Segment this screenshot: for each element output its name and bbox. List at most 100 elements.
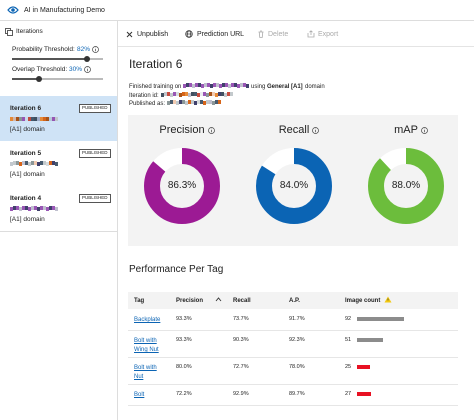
redacted-pixel [43,117,46,121]
redacted-pixel [215,93,218,97]
info-circle [92,46,99,53]
redacted-pixel [25,161,28,165]
slider-fill [12,58,87,60]
published-badge: PUBLISHED [79,194,111,203]
redacted-pixel [200,92,203,96]
detail-text: Published as: [129,101,166,107]
redacted-pixel [19,207,22,211]
precision-cell: 93.3% [176,337,192,343]
redacted-pixel [52,206,55,210]
slider-value: 82% [77,46,91,53]
published-badge: PUBLISHED [79,104,111,113]
image-count-bar [357,317,404,321]
row-separator [128,330,458,331]
redacted-pixel [185,92,188,96]
redacted-pixel [195,83,198,87]
unpublish-icon [126,31,133,38]
redacted-pixel [19,162,22,166]
redacted-pixel [215,100,218,104]
column-header: Image count [345,298,381,304]
redacted-pixel [225,83,228,87]
row-separator [128,405,458,406]
redacted-pixel [40,117,43,121]
metric-value: 84.0% [279,180,309,191]
redacted-pixel [164,92,167,96]
redacted-pixel [206,100,209,104]
tag-link[interactable]: Bolt with Nut [134,365,157,380]
redacted-pixel [22,206,25,210]
redacted-pixel [13,161,16,165]
donut-arc [368,148,444,224]
redacted-pixel [22,117,25,121]
precision-cell: 72.2% [176,391,192,397]
row-separator [128,357,458,358]
row-separator [128,384,458,385]
toolbar-button[interactable]: Prediction URL [197,31,245,38]
redacted-pixel [182,92,185,96]
redacted-pixel [206,93,209,97]
detail-text: domain [305,84,325,90]
redacted-pixel [197,100,200,104]
toolbar-button: Delete [268,31,289,38]
redacted-pixel [173,100,176,104]
redacted-pixel [16,161,19,165]
redacted-pixel [234,83,237,87]
column-header: A.P. [289,298,300,304]
slider-thumb[interactable] [36,76,43,82]
image-count: 51 [345,337,352,343]
redacted-pixel [212,92,215,96]
toolbar-button[interactable]: Unpublish [137,31,169,38]
detail-text: Iteration id: [129,93,159,99]
redacted-pixel [13,117,16,121]
iteration-item[interactable] [0,186,117,232]
redacted-pixel [173,92,176,96]
image-count: 92 [345,316,352,322]
metric-value: 88.0% [391,180,421,191]
image-count: 27 [345,391,352,397]
globe-icon [185,30,193,38]
published-badge: PUBLISHED [79,149,111,158]
tag-link[interactable]: Bolt with Wing Nut [134,338,159,353]
redacted-pixel [183,84,186,88]
redacted-pixel [19,117,22,121]
toolbar-button: Export [318,31,339,38]
redacted-pixel [240,83,243,87]
redacted-pixel [191,100,194,104]
precision-cell: 93.3% [176,316,192,322]
donut [256,148,332,224]
redacted-pixel [210,84,213,88]
image-count-bar [357,338,383,342]
redacted-pixel [197,93,200,97]
metric-title: Precision [159,124,205,136]
redacted-pixel [28,207,31,211]
donut [368,148,444,224]
detail-text: using [251,84,266,90]
redacted-pixel [227,92,230,96]
info-icon [207,127,215,134]
redacted-pixel [28,117,31,121]
redacted-pixel [231,83,234,87]
redacted-pixel [10,162,13,166]
redacted-pixel [191,92,194,96]
redacted-pixel [222,83,225,87]
slider-thumb[interactable] [83,56,90,62]
info-circle [84,66,91,73]
info-icon [312,127,320,134]
warning-icon [384,296,392,303]
redacted-pixel [34,206,37,210]
redacted-pixel [37,207,40,211]
redacted-pixel [10,117,13,121]
redacted-pixel [198,83,201,87]
iterations-icon [5,28,13,36]
top-bar [0,0,474,21]
redacted-pixel [201,84,204,88]
slider-track [12,78,103,80]
tag-link[interactable]: Bolt [134,392,145,398]
redacted-pixel [221,92,224,96]
redacted-pixel [179,93,182,97]
redacted-pixel [186,83,189,87]
redacted-pixel [194,101,197,105]
redacted-pixel [40,206,43,210]
slider-fill [12,78,40,80]
tag-link[interactable]: Backplate [134,317,161,323]
